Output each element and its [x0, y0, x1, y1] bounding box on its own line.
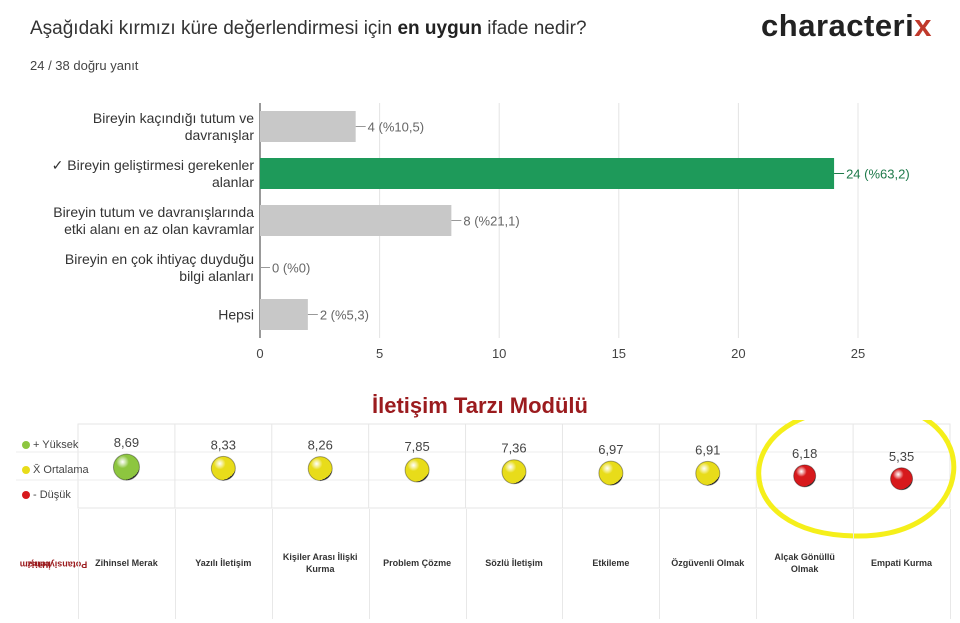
score-sphere — [598, 460, 624, 486]
category-label: Hepsi — [218, 307, 254, 323]
score-sphere — [890, 467, 914, 491]
highlight-circle — [756, 420, 957, 539]
x-tick-label: 10 — [492, 346, 506, 361]
category-label: ✓ Bireyin geliştirmesi gerekenler — [52, 157, 255, 173]
score-sphere — [793, 464, 817, 488]
question-post: ifade nedir? — [481, 18, 587, 39]
data-label: 0 (%0) — [272, 261, 310, 276]
module-score-chart: 8,69 8,33 8,26 7,85 7,36 6,97 6,91 6,18 5,35 — [16, 420, 957, 539]
score-label: 7,85 — [404, 439, 429, 454]
answer-count: 24 / 38 doğru yanıt — [30, 58, 139, 73]
legend-dot-icon — [22, 440, 30, 449]
plot-frame — [77, 423, 951, 509]
logo-main: characteri — [761, 8, 915, 43]
question-pre: Aşağıdaki kırmızı küre değerlendirmesi i… — [30, 18, 398, 39]
category-label: Problem Çözme — [383, 558, 452, 569]
score-label: 6,18 — [792, 446, 817, 461]
legend-dot-icon — [22, 490, 30, 499]
category-divider — [756, 509, 758, 619]
category-divider — [950, 509, 951, 619]
data-label: 4 (%10,5) — [368, 120, 424, 135]
answer-bar-chart: 0 5 10 15 20 25 4 (%10,5) Bireyin kaçındığı tut… — [52, 103, 910, 361]
category-divider — [271, 509, 273, 619]
answer-bar — [260, 299, 308, 330]
category-label: Kişiler Arası İlişki Kurma — [282, 552, 358, 574]
brand-logo: characterix — [761, 8, 932, 44]
category-label: Zihinsel Merak — [95, 558, 158, 569]
x-tick-label: 20 — [731, 346, 745, 361]
score-sphere — [307, 456, 333, 482]
category-divider — [562, 509, 564, 619]
category-label: Alçak Gönüllü Olmak — [774, 552, 835, 574]
score-sphere — [210, 455, 236, 481]
score-sphere — [404, 457, 430, 483]
category-label: Bireyin kaçındığı tutum ve — [93, 110, 254, 126]
logo-x: x — [914, 8, 932, 43]
score-sphere — [112, 453, 140, 481]
category-divider — [465, 509, 467, 619]
question-text: Aşağıdaki kırmızı küre değerlendirmesi i… — [30, 18, 587, 40]
category-label: Yazılı İletişim — [195, 558, 252, 569]
category-divider — [853, 509, 855, 619]
category-label: davranışlar — [185, 127, 255, 143]
answer-bar — [260, 111, 356, 142]
legend-label: + Yüksek — [33, 438, 79, 451]
score-sphere — [501, 459, 527, 485]
score-label: 8,26 — [308, 438, 333, 453]
data-label: 2 (%5,3) — [320, 308, 369, 323]
question-bold: en uygun — [397, 18, 482, 39]
answer-bar — [260, 158, 835, 189]
category-label: Bireyin en çok ihtiyaç duyduğu — [65, 251, 254, 267]
category-divider — [78, 509, 79, 619]
module-categories: Zihinsel Merak Yazılı İletişim Kişiler Ara… — [0, 509, 960, 619]
legend-item: + Yüksek — [22, 432, 89, 457]
x-tick-label: 5 — [376, 346, 383, 361]
category-divider — [174, 509, 176, 619]
x-tick-label: 15 — [612, 346, 626, 361]
module-title: İletişim Tarzı Modülü — [372, 393, 588, 418]
data-label: 24 (%63,2) — [846, 167, 910, 182]
x-tick-label: 25 — [851, 346, 865, 361]
score-label: 6,91 — [695, 442, 720, 457]
x-tick-label: 0 — [256, 346, 263, 361]
legend-dot-icon — [22, 465, 30, 474]
category-label: Bireyin tutum ve davranışlarında — [53, 204, 254, 220]
category-label: etki alanı en az olan kavramlar — [64, 221, 254, 237]
category-label: bilgi alanları — [179, 268, 254, 284]
category-divider — [659, 509, 661, 619]
category-divider — [368, 509, 370, 619]
module-legend: + Yüksek X̄ Ortalama - Düşük — [22, 432, 89, 507]
category-label: alanlar — [212, 174, 254, 190]
score-label: 7,36 — [501, 441, 526, 456]
legend-label: X̄ Ortalama — [33, 463, 89, 476]
score-label: 5,35 — [889, 449, 914, 464]
category-label: Sözlü İletişim — [485, 558, 543, 569]
answer-bar — [260, 205, 452, 236]
category-label: Özgüvenli Olmak — [671, 558, 745, 569]
score-label: 8,69 — [114, 435, 139, 450]
data-label: 8 (%21,1) — [463, 214, 519, 229]
legend-item: X̄ Ortalama — [22, 457, 89, 482]
score-label: 8,33 — [211, 437, 236, 452]
legend-item: - Düşük — [22, 482, 89, 507]
legend-label: - Düşük — [33, 488, 71, 501]
category-label: Empati Kurma — [871, 558, 933, 569]
category-label: Etkileme — [592, 558, 630, 569]
score-label: 6,97 — [598, 442, 623, 457]
score-sphere — [695, 460, 721, 486]
